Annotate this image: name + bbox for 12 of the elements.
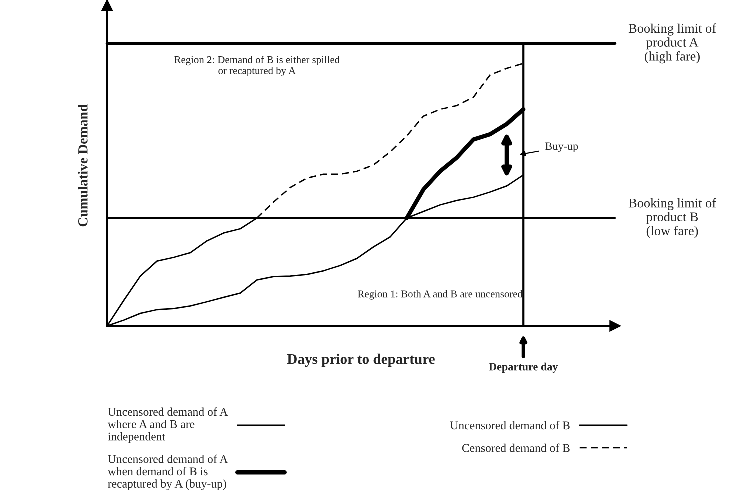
x-axis-title: Days prior to departure bbox=[287, 354, 435, 368]
annotation: Region 1: Both A and B are uncensored bbox=[358, 290, 523, 300]
ref-line-label: Booking limit of product B (low fare) bbox=[628, 198, 717, 238]
text: Buy-up bbox=[546, 142, 578, 152]
y-axis-title: Cumulative Demand bbox=[78, 104, 88, 227]
text: Departure day bbox=[489, 362, 558, 373]
legend-label: Uncensored demand of A when demand of B is recaptured by A (buy-up) bbox=[108, 454, 228, 490]
legend-label: Censored demand of B bbox=[462, 444, 570, 452]
annotation: Region 2: Demand of B is either spilled or recaptured by A bbox=[174, 56, 340, 76]
legend-label: Uncensored demand of A where A and B are independent bbox=[108, 408, 228, 444]
ref-line-label: Booking limit of product A (high fare) bbox=[628, 24, 717, 64]
legend-label: Uncensored demand of B bbox=[450, 421, 570, 430]
